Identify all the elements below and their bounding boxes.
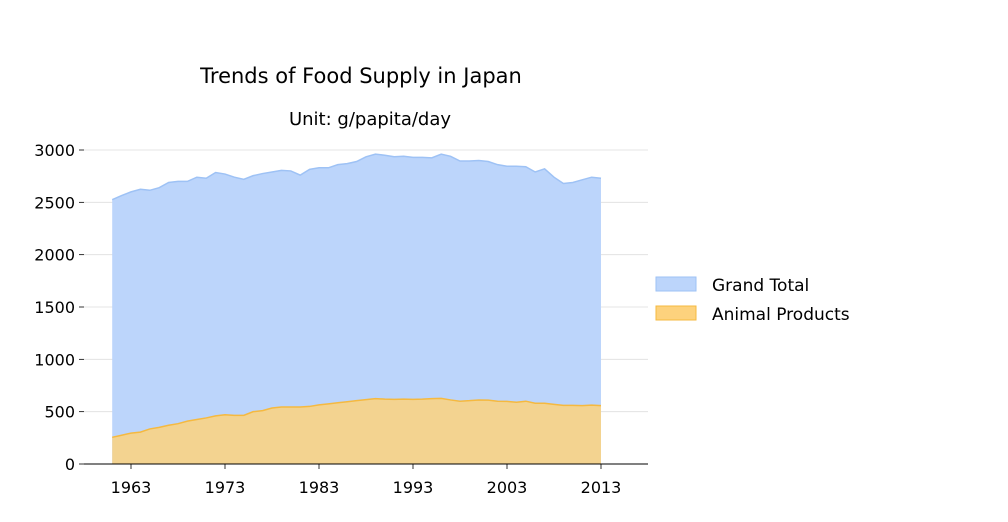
y-tick-label: 1500 [34,298,75,317]
chart-title: Trends of Food Supply in Japan [199,64,522,88]
legend-label: Animal Products [712,305,850,325]
y-tick-label: 0 [65,455,75,474]
y-tick-label: 1000 [34,350,75,369]
x-tick-label: 1993 [393,478,434,497]
series-area-animal-products [112,398,601,464]
series-line-grand-total [111,153,602,201]
legend-swatch [655,305,697,321]
y-tick-label: 3000 [34,141,75,160]
axis-layer: 0 500 1000 1500 2000 2500 3000 1963 1973 1983 1993… [34,141,648,497]
x-tick-label: 1983 [299,478,340,497]
series-area-grand-total [112,154,601,464]
legend-swatch [655,276,697,292]
x-tick-label: 1973 [205,478,246,497]
legend: Grand Total Animal Products [655,276,850,325]
series-layer [111,153,602,464]
y-tick-label: 2000 [34,246,75,265]
x-tick-label: 2003 [487,478,528,497]
legend-label: Grand Total [712,276,809,296]
x-tick-label: 2013 [581,478,622,497]
y-tick-label: 500 [44,403,75,422]
x-tick-label: 1963 [111,478,152,497]
y-tick-label: 2500 [34,193,75,212]
series-line-animal-products [112,397,602,439]
chart-subtitle: Unit: g/papita/day [289,109,451,130]
